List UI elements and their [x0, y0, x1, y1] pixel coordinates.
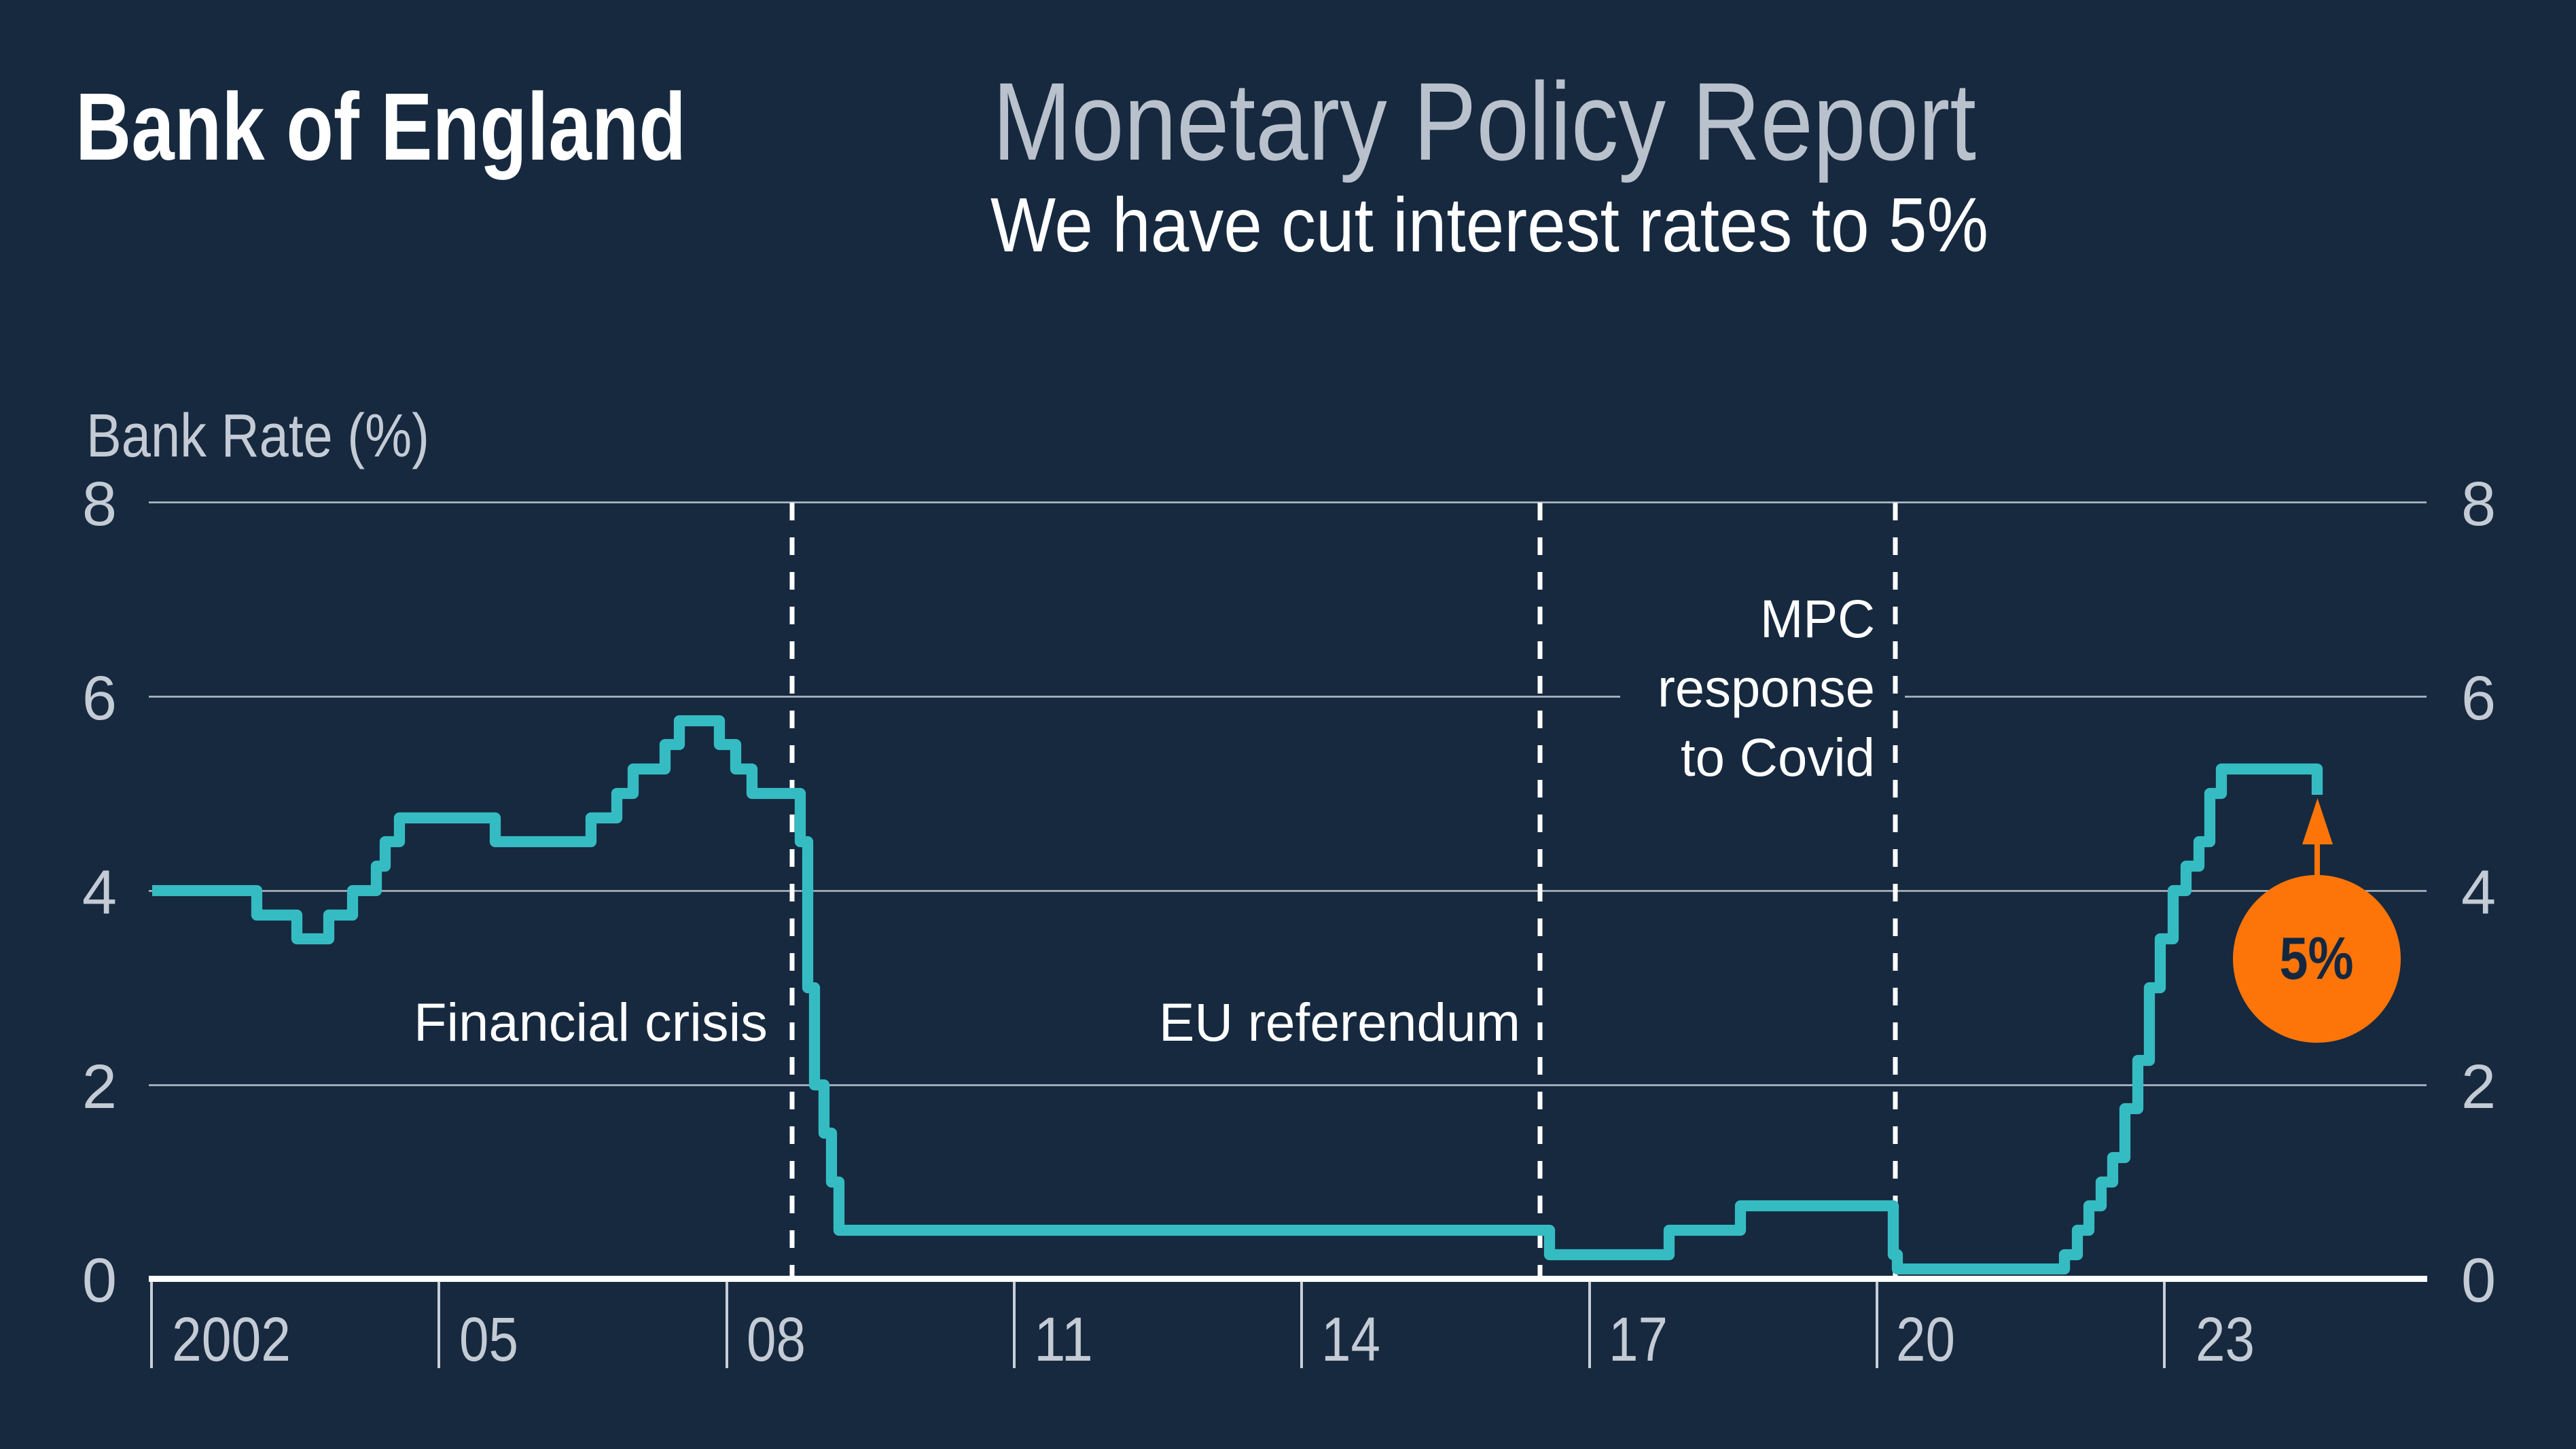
svg-text:EU referendum: EU referendum	[1159, 992, 1520, 1052]
svg-text:6: 6	[2461, 664, 2496, 733]
svg-text:Financial crisis: Financial crisis	[414, 992, 768, 1052]
svg-text:2002: 2002	[172, 1305, 291, 1374]
svg-text:20: 20	[1896, 1305, 1955, 1374]
svg-text:response: response	[1658, 658, 1875, 718]
svg-text:8: 8	[2461, 469, 2496, 539]
svg-text:We have cut interest rates to: We have cut interest rates to 5%	[990, 182, 1988, 268]
svg-text:Monetary Policy Report: Monetary Policy Report	[992, 59, 1976, 183]
svg-text:8: 8	[82, 469, 117, 539]
svg-text:Bank of England: Bank of England	[75, 73, 686, 180]
svg-text:to Covid: to Covid	[1681, 727, 1875, 787]
svg-text:MPC: MPC	[1760, 588, 1875, 649]
svg-text:0: 0	[82, 1246, 117, 1315]
svg-text:4: 4	[2461, 858, 2496, 927]
svg-text:6: 6	[82, 664, 117, 733]
svg-text:2: 2	[2461, 1052, 2496, 1122]
svg-text:4: 4	[82, 858, 117, 927]
svg-text:14: 14	[1321, 1305, 1380, 1374]
svg-text:08: 08	[747, 1305, 806, 1374]
svg-text:0: 0	[2461, 1246, 2496, 1315]
svg-text:5%: 5%	[2280, 925, 2354, 992]
svg-text:17: 17	[1609, 1305, 1668, 1374]
svg-text:11: 11	[1034, 1305, 1093, 1374]
svg-text:05: 05	[459, 1305, 518, 1374]
svg-text:2: 2	[82, 1052, 117, 1122]
svg-text:Bank Rate (%): Bank Rate (%)	[86, 402, 429, 470]
svg-text:23: 23	[2196, 1305, 2255, 1374]
